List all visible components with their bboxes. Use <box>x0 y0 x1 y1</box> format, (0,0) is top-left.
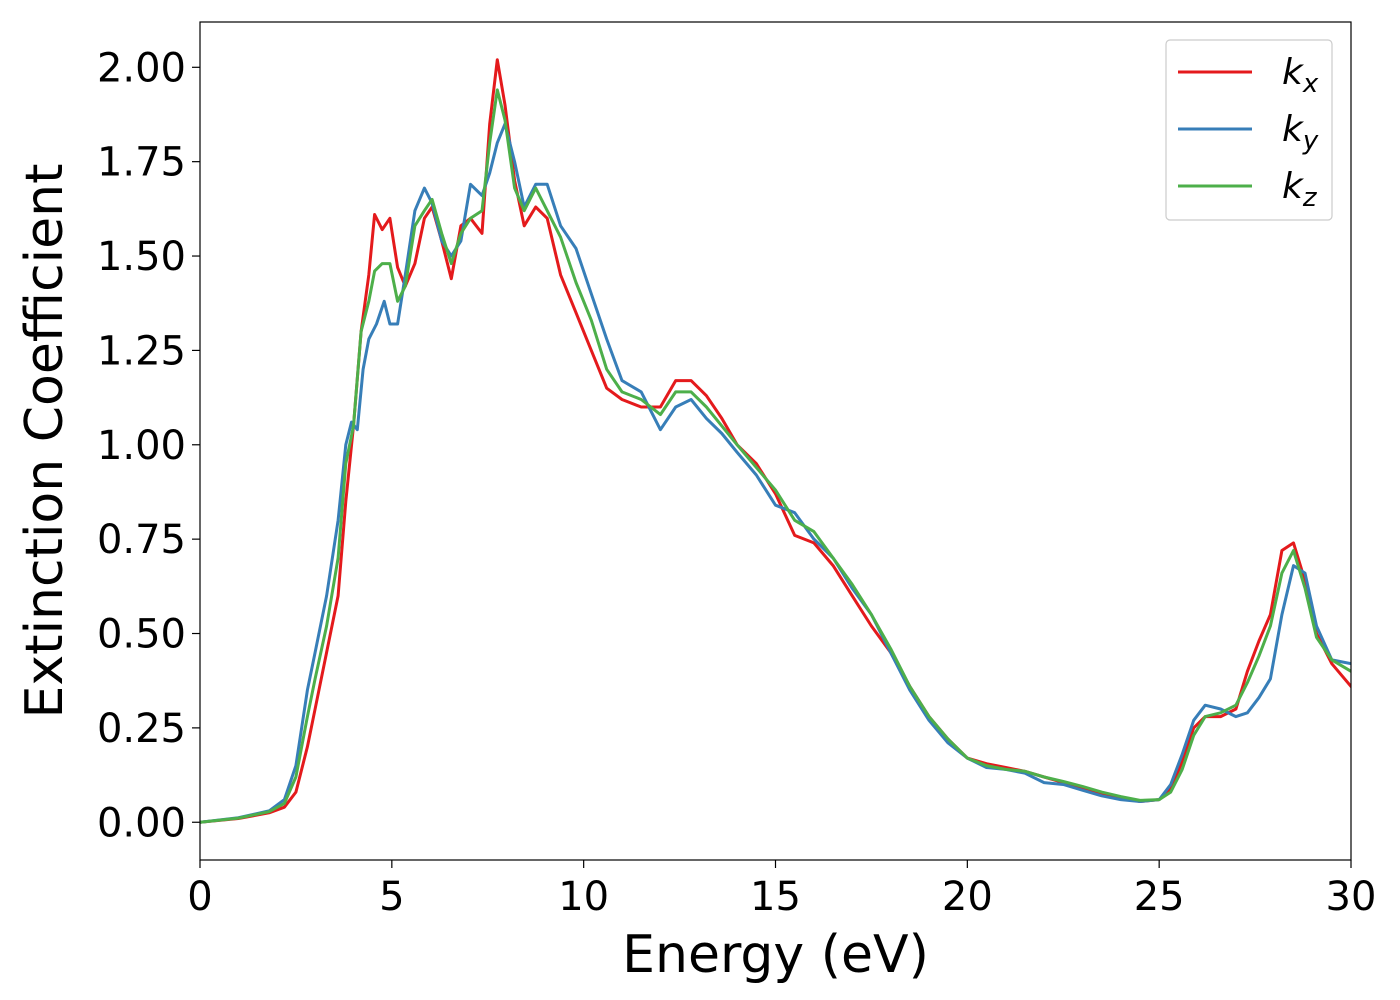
y-tick-label: 1.50 <box>97 234 186 280</box>
y-axis-label: Extinction Coefficient <box>15 164 75 719</box>
x-tick-label: 30 <box>1326 874 1377 920</box>
legend-label: kz <box>1282 166 1318 213</box>
x-axis-ticks: 0 5 10 15 20 25 30 <box>187 860 1376 920</box>
x-tick-label: 0 <box>187 874 212 920</box>
x-tick-label: 20 <box>942 874 993 920</box>
series-layer <box>200 58 1351 824</box>
y-tick-label: 0.25 <box>97 706 186 752</box>
x-tick-label: 5 <box>379 874 404 920</box>
legend-label: ky <box>1282 109 1319 156</box>
y-tick-label: 1.00 <box>97 423 186 469</box>
legend: kx ky kz <box>1165 39 1333 221</box>
series-line-k-z <box>200 88 1351 824</box>
plot-background <box>200 22 1351 860</box>
y-tick-label: 0.75 <box>97 517 186 563</box>
y-tick-label: 1.75 <box>97 140 186 186</box>
y-tick-label: 1.25 <box>97 328 186 374</box>
y-tick-label: 2.00 <box>97 45 186 91</box>
x-tick-label: 15 <box>750 874 801 920</box>
x-tick-label: 25 <box>1134 874 1185 920</box>
series-line-k-x <box>200 58 1351 824</box>
x-tick-label: 10 <box>558 874 609 920</box>
x-axis-label: Energy (eV) <box>622 925 929 985</box>
y-tick-label: 0.50 <box>97 612 186 658</box>
legend-label: kx <box>1282 52 1319 99</box>
y-axis-ticks: 0.00 0.25 0.50 0.75 1.00 1.25 1.50 1.75 2.00 <box>97 45 200 846</box>
y-tick-label: 0.00 <box>97 800 186 846</box>
series-line-k-y <box>200 122 1351 824</box>
